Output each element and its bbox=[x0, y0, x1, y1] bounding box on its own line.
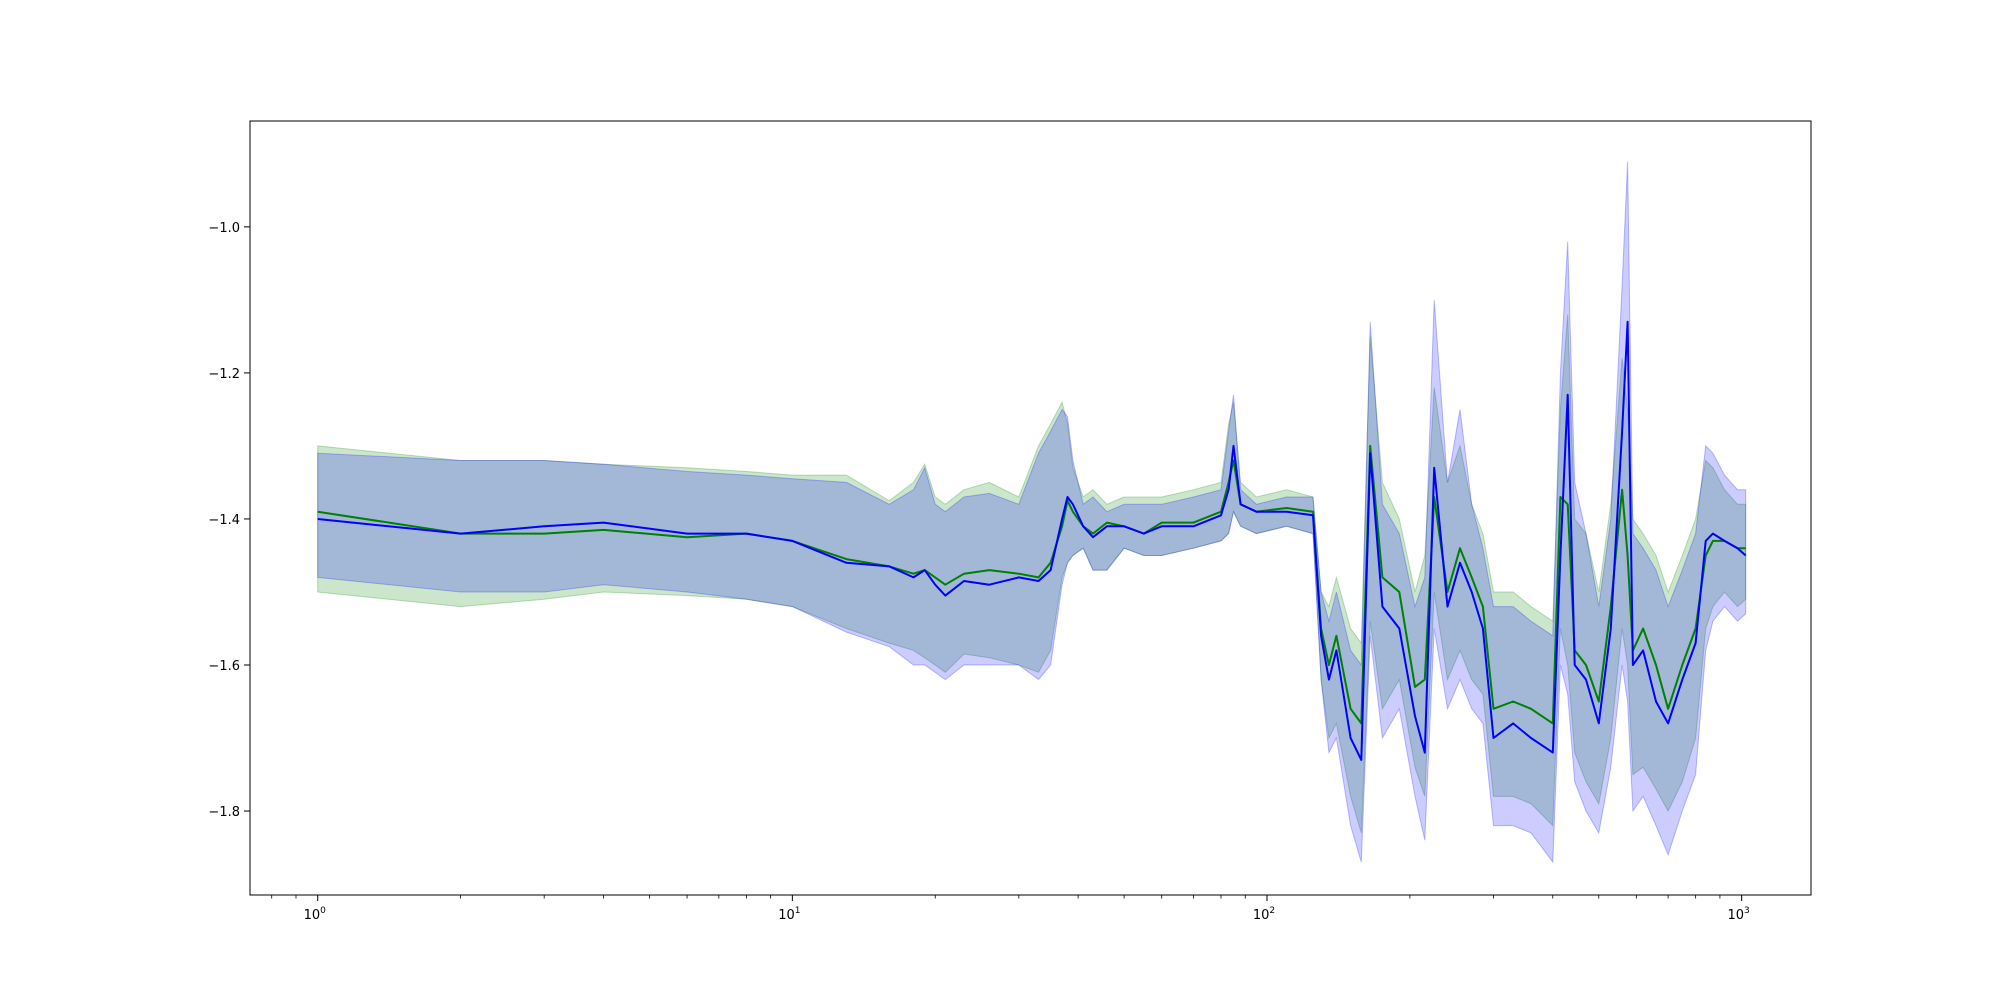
x-tick-label: 102 bbox=[1253, 906, 1275, 923]
series-2-line bbox=[317, 320, 1747, 761]
series-1-line bbox=[317, 444, 1746, 725]
series-2-band bbox=[317, 161, 1747, 864]
x-tick-label: 101 bbox=[778, 906, 800, 923]
axes: 100 101 102 103−1.8−1.6−1.4−1.2−1.0 bbox=[208, 120, 1812, 923]
axes-frame bbox=[249, 120, 1812, 896]
x-tick-label-base: 10 bbox=[1728, 908, 1745, 923]
series-1-band bbox=[317, 314, 1747, 834]
x-tick-label-base: 10 bbox=[778, 908, 795, 923]
y-tick-label: −1.0 bbox=[208, 221, 240, 236]
x-tick-label-base: 10 bbox=[304, 908, 321, 923]
x-tick-label-exponent: 0 bbox=[320, 906, 326, 916]
x-tick-label-exponent: 2 bbox=[1269, 906, 1275, 916]
x-tick-label-exponent: 3 bbox=[1744, 906, 1750, 916]
y-tick-label: −1.4 bbox=[208, 513, 240, 528]
plot-area bbox=[317, 161, 1747, 864]
y-tick-label: −1.8 bbox=[208, 805, 240, 820]
y-tick-label: −1.2 bbox=[208, 367, 240, 382]
x-tick-label: 103 bbox=[1728, 906, 1750, 923]
x-tick-label-base: 10 bbox=[1253, 908, 1270, 923]
x-tick-label: 100 bbox=[304, 906, 327, 923]
plot-clipped bbox=[317, 161, 1747, 864]
x-tick-label-exponent: 1 bbox=[795, 906, 801, 916]
y-tick-label: −1.6 bbox=[208, 659, 240, 674]
